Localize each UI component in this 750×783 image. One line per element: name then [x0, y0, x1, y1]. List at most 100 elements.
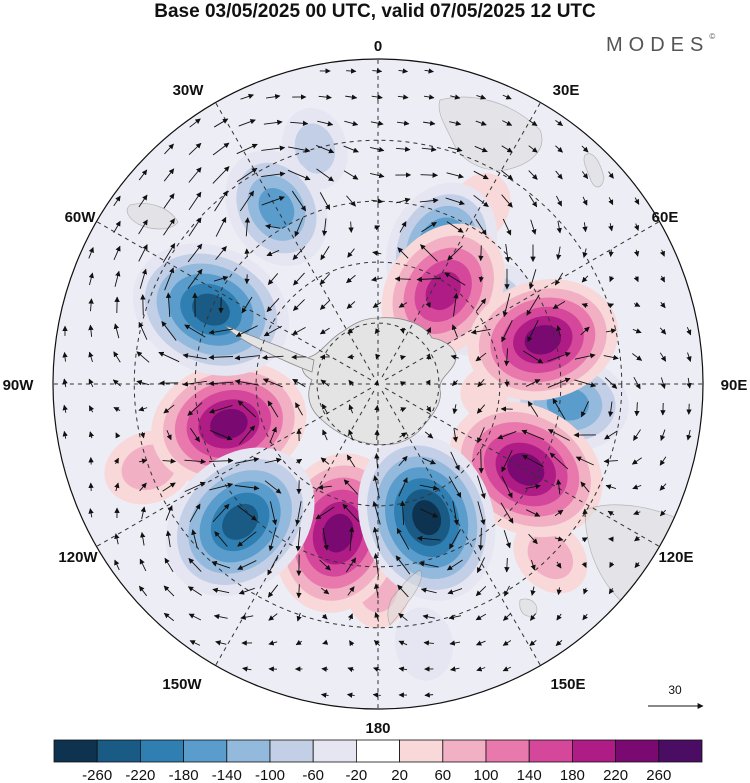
wind-vector — [394, 276, 411, 282]
wind-vector — [580, 326, 590, 336]
wind-vector — [398, 302, 408, 308]
wind-vector — [605, 484, 617, 490]
wind-vector — [634, 535, 641, 542]
wind-vector — [113, 351, 121, 363]
wind-vector — [267, 400, 279, 418]
wind-vector — [88, 431, 95, 439]
wind-vector — [348, 526, 355, 551]
wind-vector — [374, 611, 380, 622]
wind-vector — [605, 328, 617, 334]
wind-vector — [320, 587, 330, 595]
wind-vector — [447, 588, 463, 595]
wind-vector — [446, 172, 464, 179]
wind-vector — [62, 378, 68, 388]
wind-vector — [686, 326, 692, 336]
wind-vector — [475, 585, 487, 597]
wind-vector — [184, 324, 206, 338]
wind-vector — [528, 194, 538, 208]
wind-vector — [348, 429, 354, 441]
colorbar-tick-label: -60 — [302, 767, 324, 783]
wind-vector — [164, 143, 174, 155]
wind-vector — [320, 379, 330, 387]
wind-vector — [346, 454, 356, 468]
wind-vector — [296, 584, 302, 599]
wind-vector — [423, 120, 436, 126]
wind-vector — [372, 526, 380, 551]
wind-vector — [473, 170, 489, 180]
wind-vector — [315, 145, 335, 154]
wind-vector — [319, 327, 330, 335]
wind-vector — [343, 145, 359, 153]
wind-vector — [138, 194, 148, 208]
copyright-mark: © — [709, 32, 716, 41]
colorbar-swatch — [53, 739, 98, 763]
wind-vector — [138, 321, 148, 340]
wind-vector — [607, 510, 615, 517]
wind-vector — [113, 407, 121, 413]
wind-vector — [322, 429, 328, 441]
wind-vector — [266, 250, 280, 257]
wind-vector — [477, 501, 486, 526]
wind-vector — [446, 221, 464, 233]
wind-vector — [188, 558, 202, 572]
colorbar-tick-label: -20 — [346, 767, 368, 783]
wind-vector — [374, 404, 380, 413]
south-america-tip — [126, 203, 179, 230]
wind-vector — [547, 377, 571, 388]
wind-vector — [295, 639, 303, 646]
colorbar-swatch — [139, 739, 184, 763]
colorbar-swatch — [442, 739, 487, 763]
brand-name: MODES — [606, 34, 710, 56]
wind-vector — [398, 68, 409, 74]
wind-vector — [478, 448, 484, 474]
wind-vector — [398, 666, 408, 672]
wind-vector — [262, 378, 283, 388]
wind-vector — [608, 249, 614, 258]
wind-vector — [452, 428, 458, 443]
new-zealand — [387, 569, 422, 626]
wind-vector — [88, 272, 94, 286]
wind-vector — [452, 380, 458, 387]
colorbar-swatch — [572, 739, 617, 763]
wind-vector — [399, 221, 407, 233]
wind-vector — [348, 221, 354, 233]
wind-vector — [416, 535, 441, 542]
wind-vector — [140, 531, 146, 546]
wind-vector — [235, 456, 260, 464]
wind-vector — [208, 380, 234, 387]
wind-vector — [504, 348, 510, 367]
wind-vector — [264, 457, 282, 464]
wind-vector — [237, 400, 257, 418]
wind-vector — [139, 558, 147, 572]
wind-vector — [215, 245, 227, 260]
wind-vector — [316, 168, 334, 182]
wind-vector — [165, 505, 173, 521]
wind-vector — [346, 301, 356, 309]
wind-vector — [556, 325, 562, 337]
wind-vector — [659, 352, 667, 362]
wind-vector — [528, 533, 538, 545]
wind-vector — [581, 537, 588, 543]
wind-vector — [446, 559, 463, 571]
wind-vector — [261, 196, 285, 206]
wind-vector — [501, 194, 513, 208]
wind-vector — [503, 530, 511, 549]
wind-vector — [114, 533, 120, 545]
wind-vector — [88, 378, 94, 388]
lon-label-30w: 30W — [173, 82, 205, 99]
wind-vector — [188, 217, 202, 237]
wind-vector — [320, 692, 329, 698]
wind-vector — [113, 245, 121, 260]
wind-vector — [264, 480, 282, 494]
wind-vector — [138, 244, 148, 262]
wind-vector — [633, 376, 641, 390]
wind-vector — [555, 145, 563, 153]
wind-vector — [374, 328, 381, 335]
wind-vector — [609, 276, 615, 283]
wind-vector — [426, 353, 432, 360]
wind-vector — [370, 146, 385, 153]
colorbar-swatch — [355, 739, 400, 763]
wind-vector — [581, 145, 589, 153]
wind-vector — [163, 168, 175, 182]
wind-vector — [317, 484, 332, 490]
